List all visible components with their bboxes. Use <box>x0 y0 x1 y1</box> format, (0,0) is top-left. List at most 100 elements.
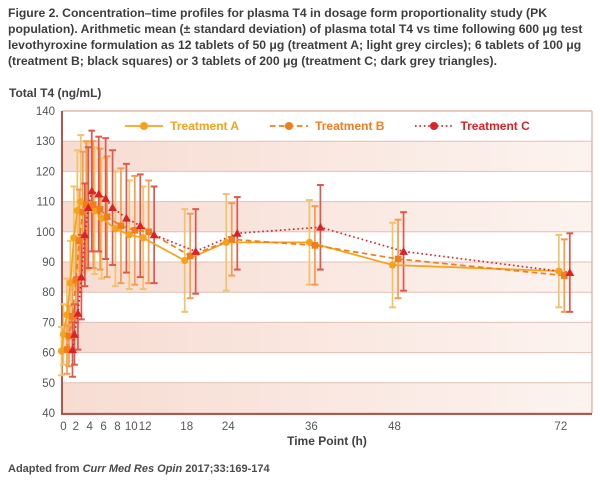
circle-marker <box>97 214 106 222</box>
square-marker <box>82 201 90 208</box>
triangle-marker <box>232 228 242 237</box>
source-citation: Adapted from Curr Med Res Opin 2017;33:1… <box>8 463 270 475</box>
square-marker <box>311 242 319 249</box>
y-tick-label: 40 <box>42 408 55 420</box>
square-marker <box>63 346 71 353</box>
circle-marker <box>91 207 99 215</box>
circle-marker <box>63 311 71 319</box>
triangle-marker <box>108 203 117 212</box>
triangle-marker <box>83 203 93 212</box>
triangle-marker <box>76 272 86 281</box>
square-marker <box>65 332 73 340</box>
band <box>62 201 592 232</box>
square-marker <box>96 205 104 213</box>
y-tick-label: 50 <box>42 378 55 390</box>
circle-marker <box>181 256 189 265</box>
markers-treatment-c <box>68 186 575 353</box>
x-tick-label: 8 <box>114 421 120 433</box>
y-tick-label: 140 <box>36 106 55 118</box>
series-line-treatment-a <box>60 200 559 352</box>
gridlines <box>61 110 593 415</box>
circle-marker <box>57 347 66 355</box>
x-tick-label: 36 <box>305 421 318 433</box>
source-prefix: Adapted from <box>8 463 80 475</box>
square-marker <box>186 252 194 260</box>
triangle-marker <box>80 230 90 239</box>
y-axis-title: Total T4 (ng/mL) <box>9 86 102 100</box>
legend-item-treatment-c: Treatment C <box>414 119 530 133</box>
x-tick-label: 24 <box>222 421 235 433</box>
triangle-marker <box>565 268 575 276</box>
circle-marker <box>305 238 314 246</box>
x-tick-label: 2 <box>73 421 79 433</box>
triangle-marker <box>101 194 111 202</box>
circle-marker <box>66 279 74 287</box>
y-tick-label: 80 <box>42 287 55 299</box>
y-tick-label: 90 <box>42 257 55 269</box>
triangle-marker <box>399 247 408 255</box>
circle-marker <box>70 234 78 242</box>
x-tick-label: 0 <box>60 421 66 433</box>
legend-item-treatment-b: Treatment B <box>269 119 384 133</box>
x-tick-label: 48 <box>388 421 401 433</box>
source-journal: Curr Med Res Opin <box>82 463 183 475</box>
square-marker <box>103 213 111 220</box>
legend-label: Treatment A <box>170 119 240 133</box>
legend-item-treatment-a: Treatment A <box>124 119 239 133</box>
circle-marker <box>77 198 85 206</box>
square-marker <box>69 313 76 320</box>
square-marker <box>228 236 236 243</box>
triangle-marker <box>316 222 325 231</box>
y-tick-label: 120 <box>36 166 55 178</box>
triangle-marker <box>87 186 97 195</box>
x-tick-label: 12 <box>139 421 152 433</box>
x-tick-label: 18 <box>180 421 193 433</box>
circle-marker <box>73 207 81 215</box>
triangle-marker <box>94 189 104 198</box>
square-marker <box>117 222 125 230</box>
square-marker <box>145 228 152 236</box>
circle-marker <box>388 261 397 269</box>
circle-marker <box>59 330 68 339</box>
triangle-marker <box>135 221 145 230</box>
x-tick-label: 4 <box>87 421 94 433</box>
square-marker <box>561 272 568 279</box>
circle-marker <box>111 225 120 233</box>
y-tick-label: 60 <box>42 348 55 360</box>
source-ref: 2017;33:169-174 <box>185 463 270 475</box>
series-line-treatment-c <box>71 190 570 350</box>
x-tick-label: 72 <box>554 421 567 433</box>
y-tick-label: 100 <box>36 227 55 239</box>
circle-marker <box>125 231 133 239</box>
band <box>62 322 592 353</box>
triangle-marker <box>149 230 159 239</box>
circle-marker <box>139 234 147 242</box>
band <box>62 141 592 172</box>
legend-label: Treatment C <box>460 119 530 133</box>
square-marker <box>79 208 87 216</box>
series-line-treatment-b <box>66 203 565 350</box>
triangle-marker <box>70 330 79 338</box>
band <box>62 382 592 413</box>
triangle-marker <box>73 308 83 317</box>
solid-line-sample-icon <box>125 122 164 130</box>
circle-marker <box>555 267 563 275</box>
grid-bands <box>62 141 592 413</box>
square-marker <box>394 255 402 263</box>
dotted-line-sample-icon <box>415 122 454 130</box>
markers-treatment-b <box>63 201 568 353</box>
y-tick-label: 130 <box>36 136 55 148</box>
figure-caption: Figure 2. Concentration–time profiles fo… <box>8 6 583 68</box>
triangle-marker <box>191 247 201 255</box>
square-marker <box>89 201 97 208</box>
legend-label: Treatment B <box>315 119 385 133</box>
triangle-marker <box>122 213 131 222</box>
square-marker <box>131 226 139 234</box>
dashed-line-sample-icon <box>270 122 309 130</box>
square-marker <box>72 276 80 284</box>
triangle-marker <box>68 345 77 353</box>
x-axis-title: Time Point (h) <box>287 434 367 448</box>
